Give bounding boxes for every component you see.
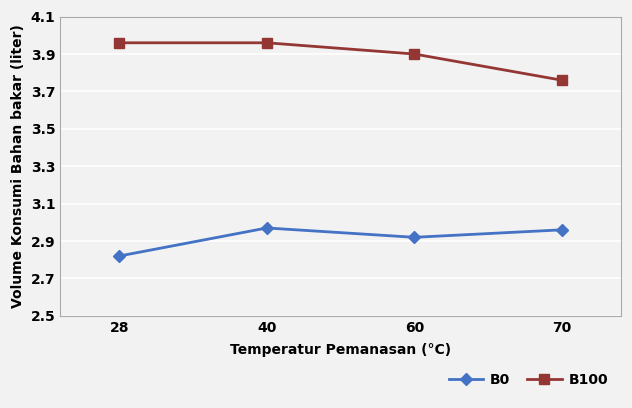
Line: B0: B0 <box>115 224 566 260</box>
B0 <box>116 253 123 258</box>
B0 <box>558 227 566 232</box>
Legend: B0, B100: B0, B100 <box>443 368 614 393</box>
Line: B100: B100 <box>114 38 567 85</box>
B100 <box>263 40 270 45</box>
B100 <box>116 40 123 45</box>
B100 <box>558 78 566 83</box>
X-axis label: Temperatur Pemanasan (°C): Temperatur Pemanasan (°C) <box>230 343 451 357</box>
B0 <box>263 226 270 231</box>
Y-axis label: Volume Konsumi Bahan bakar (liter): Volume Konsumi Bahan bakar (liter) <box>11 24 25 308</box>
B100 <box>411 51 418 56</box>
B0 <box>411 235 418 240</box>
